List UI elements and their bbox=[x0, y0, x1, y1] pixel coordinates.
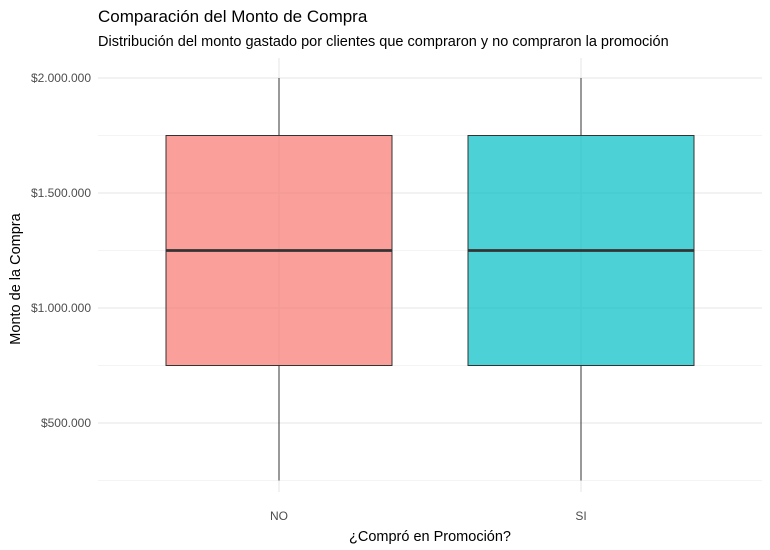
y-tick-label: $2.000.000 bbox=[31, 71, 91, 85]
x-axis-title: ¿Compró en Promoción? bbox=[349, 529, 511, 545]
y-tick-label: $1.000.000 bbox=[31, 301, 91, 315]
box-no bbox=[165, 78, 393, 481]
box-si bbox=[467, 78, 695, 481]
x-tick-label: SI bbox=[575, 509, 586, 523]
box-layer bbox=[165, 78, 695, 481]
chart-subtitle: Distribución del monto gastado por clien… bbox=[98, 34, 669, 50]
y-axis-title: Monto de la Compra bbox=[8, 212, 24, 344]
y-tick-label: $1.500.000 bbox=[31, 186, 91, 200]
y-tick-label: $500.000 bbox=[41, 416, 91, 430]
chart-title: Comparación del Monto de Compra bbox=[98, 7, 368, 26]
axis-layer: ¿Compró en Promoción? Monto de la Compra… bbox=[8, 71, 587, 545]
x-tick-label: NO bbox=[270, 509, 288, 523]
